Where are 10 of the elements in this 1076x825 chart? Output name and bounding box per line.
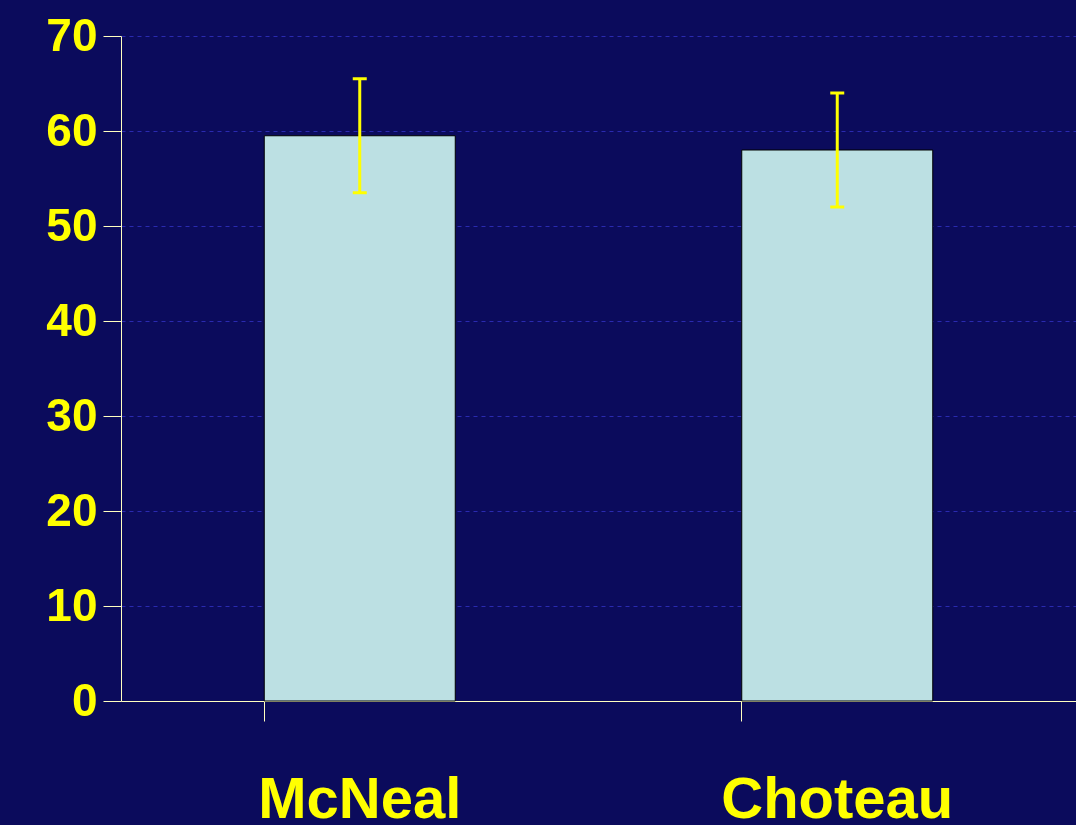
x-tick-label: Choteau <box>721 764 954 825</box>
y-tick-label: 40 <box>46 293 98 346</box>
y-tick-label: 0 <box>71 673 98 726</box>
y-tick-label: 50 <box>46 198 98 251</box>
x-tick-label: McNeal <box>258 764 462 825</box>
y-tick-label: 10 <box>46 578 98 631</box>
y-tick-label: 20 <box>46 483 98 536</box>
y-tick-label: 30 <box>46 388 98 441</box>
y-tick-label: 60 <box>46 103 98 156</box>
y-tick-label: 70 <box>46 8 98 61</box>
